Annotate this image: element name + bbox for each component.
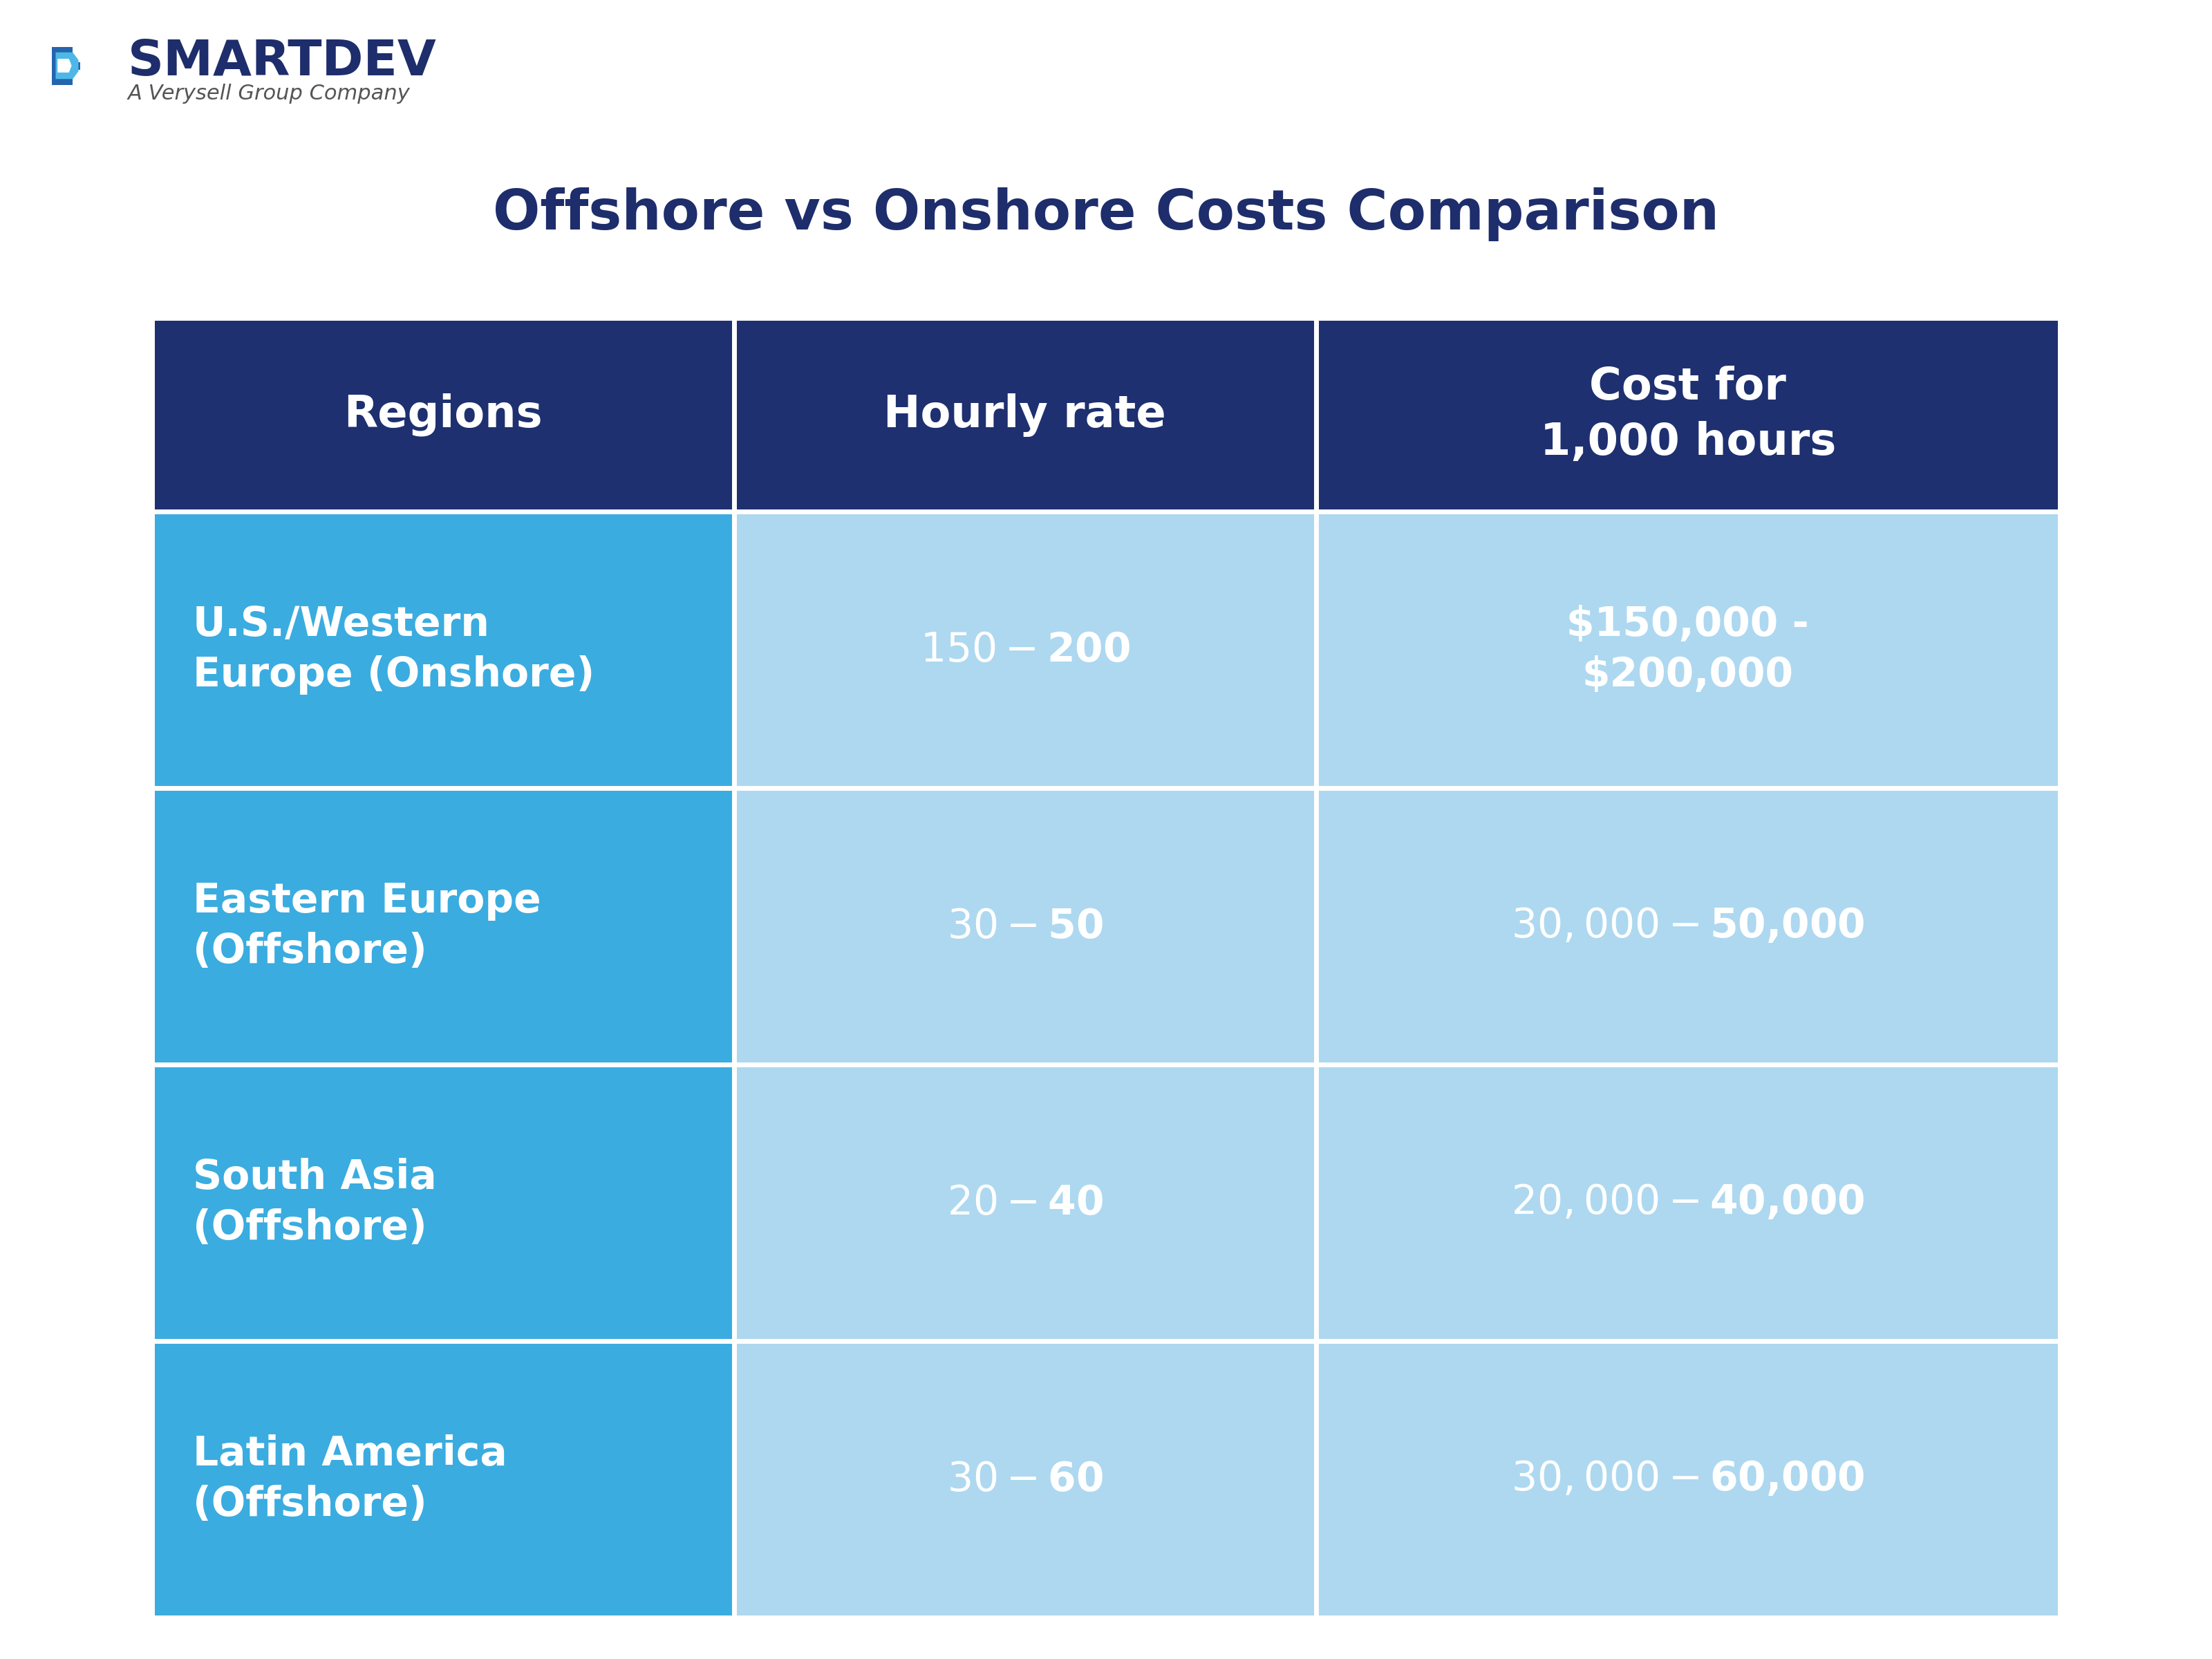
Text: U.S./Western
Europe (Onshore): U.S./Western Europe (Onshore) — [192, 606, 595, 695]
Text: Eastern Europe
(Offshore): Eastern Europe (Offshore) — [192, 881, 542, 971]
FancyBboxPatch shape — [734, 511, 1316, 788]
Text: South Asia
(Offshore): South Asia (Offshore) — [192, 1158, 436, 1248]
Polygon shape — [55, 53, 77, 80]
FancyBboxPatch shape — [734, 788, 1316, 1065]
FancyBboxPatch shape — [153, 319, 734, 511]
Text: Cost for
1,000 hours: Cost for 1,000 hours — [1540, 367, 1836, 463]
FancyBboxPatch shape — [1316, 788, 2059, 1065]
Text: $30 - $60: $30 - $60 — [947, 1460, 1104, 1500]
Polygon shape — [51, 46, 80, 85]
FancyBboxPatch shape — [734, 1340, 1316, 1618]
FancyBboxPatch shape — [734, 1065, 1316, 1340]
Text: SMARTDEV: SMARTDEV — [128, 38, 436, 86]
FancyBboxPatch shape — [153, 1065, 734, 1340]
Text: Hourly rate: Hourly rate — [883, 393, 1166, 436]
Text: $150 - $200: $150 - $200 — [920, 630, 1130, 670]
Text: A Verysell Group Company: A Verysell Group Company — [128, 83, 411, 103]
Text: $30,000 - $50,000: $30,000 - $50,000 — [1511, 906, 1865, 946]
Text: $150,000 -
$200,000: $150,000 - $200,000 — [1566, 606, 1809, 695]
FancyBboxPatch shape — [1316, 319, 2059, 511]
FancyBboxPatch shape — [734, 319, 1316, 511]
Text: $30 - $50: $30 - $50 — [947, 906, 1104, 946]
Text: Offshore vs Onshore Costs Comparison: Offshore vs Onshore Costs Comparison — [493, 187, 1719, 241]
FancyBboxPatch shape — [1316, 1340, 2059, 1618]
FancyBboxPatch shape — [153, 1340, 734, 1618]
FancyBboxPatch shape — [153, 788, 734, 1065]
FancyBboxPatch shape — [1316, 1065, 2059, 1340]
Text: $20,000 - $40,000: $20,000 - $40,000 — [1511, 1183, 1865, 1223]
Text: $20 - $40: $20 - $40 — [947, 1183, 1104, 1223]
Text: Latin America
(Offshore): Latin America (Offshore) — [192, 1435, 507, 1525]
Text: $30,000 - $60,000: $30,000 - $60,000 — [1511, 1460, 1865, 1500]
FancyBboxPatch shape — [1316, 511, 2059, 788]
FancyBboxPatch shape — [153, 511, 734, 788]
Polygon shape — [58, 58, 71, 73]
Text: Regions: Regions — [343, 393, 542, 436]
